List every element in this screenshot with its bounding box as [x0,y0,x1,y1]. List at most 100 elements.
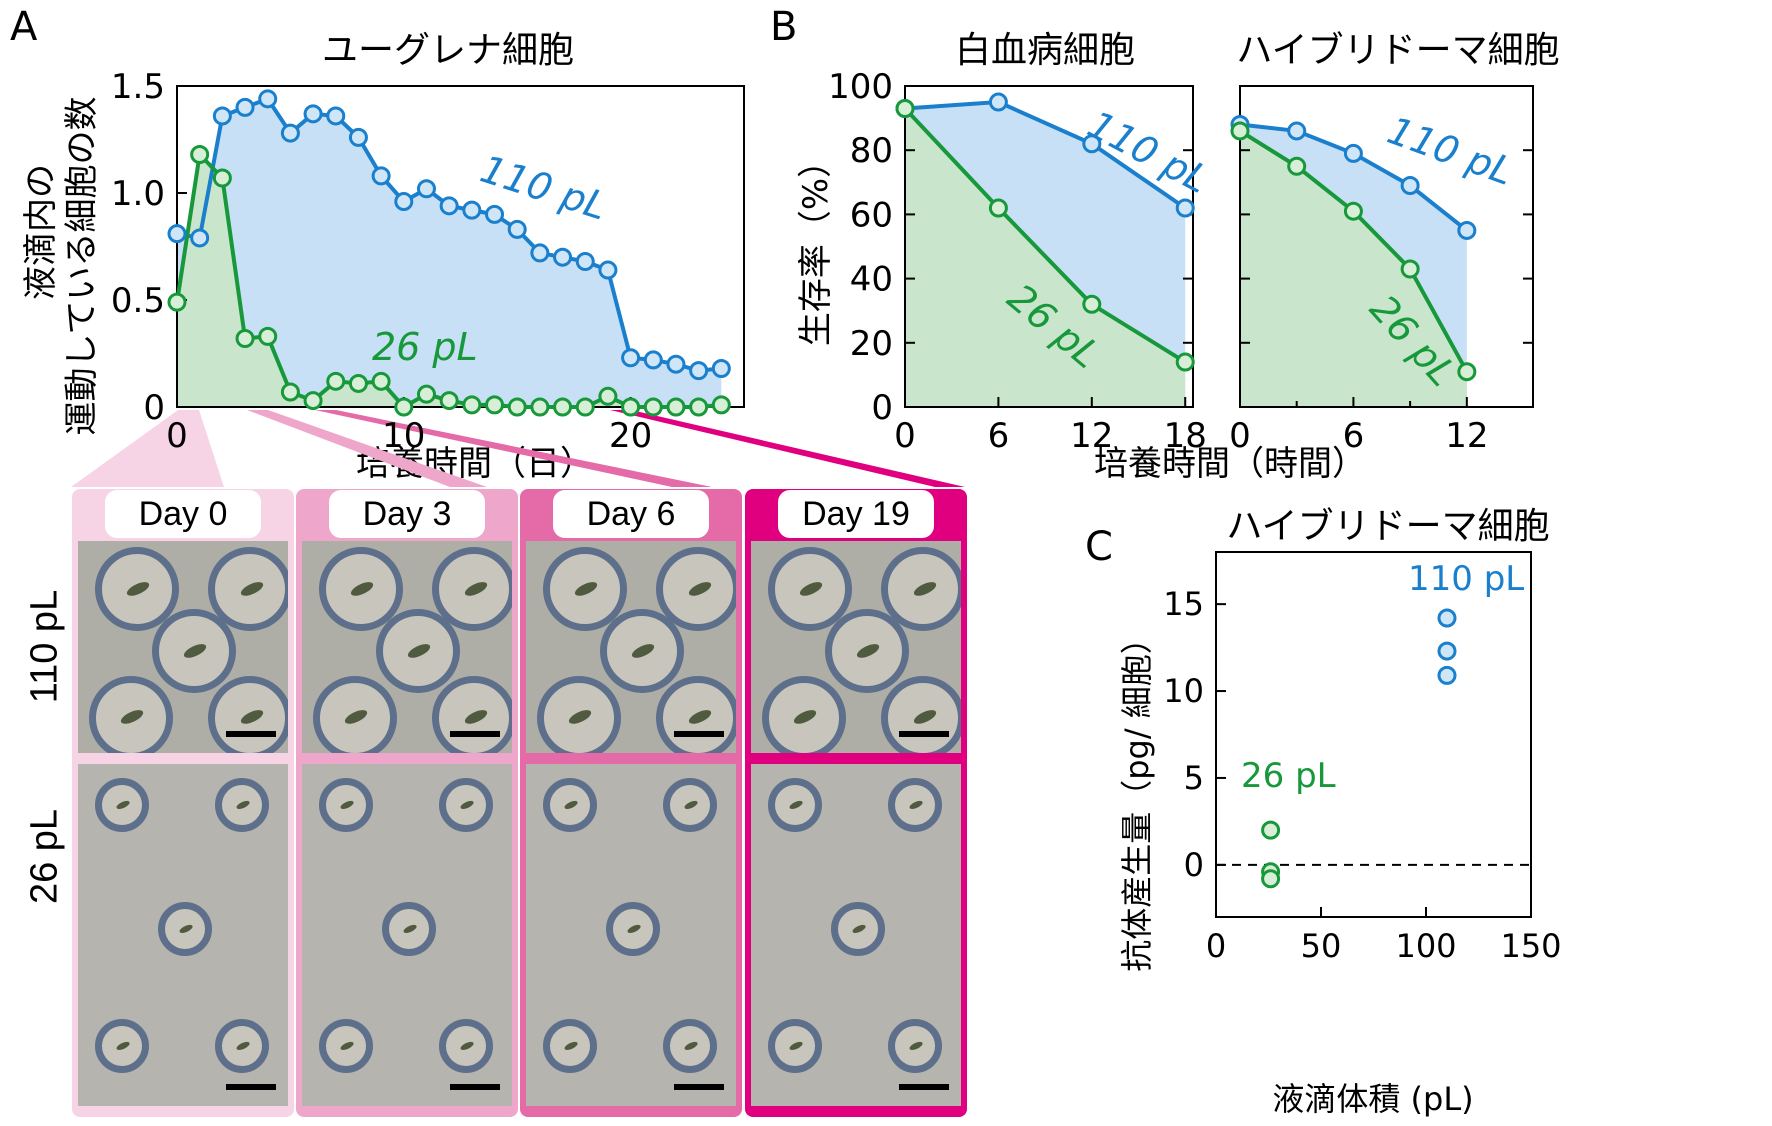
droplet-well [157,901,213,957]
data-point-110pl [711,358,731,378]
cell [178,922,194,934]
data-point-110pl [575,251,595,271]
data-point-110pl [507,219,527,239]
y-tick-label: 1.0 [111,174,165,214]
scale-bar [226,731,276,737]
micrograph-image [302,541,512,753]
data-point-26pl [235,329,255,349]
y-tick-label: 0.5 [111,281,165,321]
droplet-well [542,1018,598,1074]
droplet-well [151,609,236,694]
series-line-110pl [904,100,1187,210]
data-point-110pl [1437,608,1457,628]
cell [406,641,432,661]
series-label-26pl: 26 pL [372,325,478,369]
cell [788,799,804,811]
cell [462,579,489,599]
data-point-110pl [394,192,414,212]
data-point-110pl [371,166,391,186]
droplet-well [662,777,718,833]
data-point-110pl [485,204,505,224]
droplet-well [208,547,288,632]
data-point-26pl [303,391,323,411]
chart-b-ylabel: 生存率（%） [796,144,836,346]
micrograph-image [78,764,288,1106]
data-point-26pl [1082,294,1102,314]
area-fill-110pl [177,98,722,407]
cell [125,579,152,599]
droplet-well [887,1018,943,1074]
cell [626,922,642,934]
data-point-110pl [235,97,255,117]
data-point-110pl [1457,220,1477,240]
droplet-well [94,777,150,833]
area-fill-26pl [177,154,722,407]
row-label: 110 pL [23,589,66,704]
y-tick-label: 5 [1184,759,1204,797]
droplet-well [824,609,909,694]
cell [686,707,713,727]
droplet-well [438,777,494,833]
micrograph-image [526,541,736,753]
data-point-26pl [1287,156,1307,176]
data-point-110pl [689,361,709,381]
data-point-26pl [895,98,915,118]
droplet-well [318,777,374,833]
droplet-well [214,777,270,833]
data-point-26pl [326,371,346,391]
micrograph-image [302,764,512,1106]
droplet-well [542,777,598,833]
data-point-110pl [190,228,210,248]
y-tick-label: 60 [850,195,893,235]
data-point-110pl [348,127,368,147]
x-tick-label: 100 [1395,927,1456,965]
data-point-110pl [212,106,232,126]
cell [630,641,656,661]
y-tick-label: 1.5 [111,67,165,107]
series-label-26pl: 26 pL [1241,756,1336,796]
data-point-110pl [1437,665,1457,685]
cell [792,707,818,727]
data-point-110pl [598,260,618,280]
cell [908,799,924,811]
cell [855,641,881,661]
droplet-well [438,1018,494,1074]
droplet-well [887,777,943,833]
cell [339,799,355,811]
data-point-26pl [598,386,618,406]
chart-a-ylabel-line1: 液滴内の [21,164,61,300]
cell [119,707,145,727]
micrograph-image [751,541,961,753]
y-tick-label: 15 [1163,585,1204,623]
data-point-26pl [371,371,391,391]
cell [238,579,265,599]
data-point-110pl [326,106,346,126]
data-point-110pl [1343,143,1363,163]
cell [911,707,938,727]
micrograph-image [526,764,736,1106]
data-point-110pl [1437,641,1457,661]
cell [238,707,265,727]
plot-frame [904,85,1194,408]
chart-b-right-title: ハイブリドーマ細胞 [1236,30,1559,71]
data-point-26pl [711,395,731,415]
panel-letter-a: A [10,4,38,50]
cell [573,579,600,599]
x-tick-label: 0 [166,416,188,456]
cell [235,799,251,811]
data-point-26pl [258,326,278,346]
droplet-well [94,1018,150,1074]
data-point-26pl [167,292,187,312]
data-point-26pl [689,397,709,417]
cell [567,707,593,727]
data-point-26pl [988,198,1008,218]
data-point-110pl [988,92,1008,112]
droplet-well [208,675,288,753]
y-tick-label: 0 [143,388,165,428]
cell [459,1039,475,1051]
droplet-well [881,675,961,753]
connector-day19 [610,410,965,487]
connector-day0 [71,410,224,487]
